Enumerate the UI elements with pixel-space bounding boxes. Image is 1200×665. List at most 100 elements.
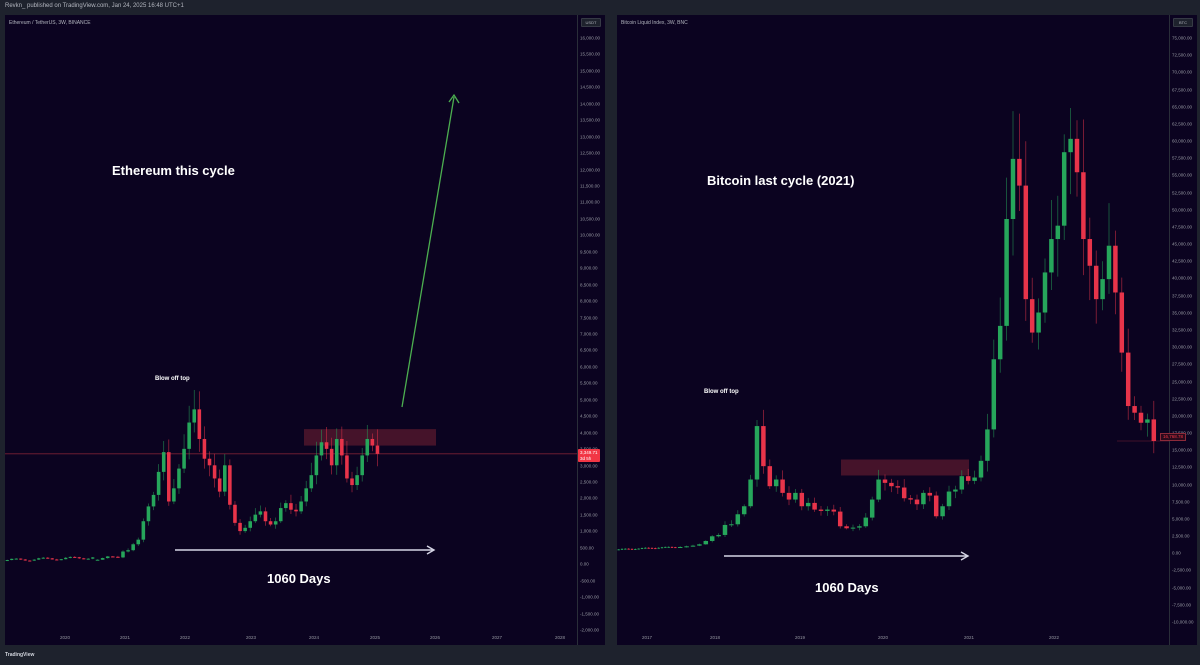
btc-price-tick: 52,500.00: [1172, 190, 1193, 196]
btc-last-price-tag: 16,768.78: [1160, 433, 1187, 441]
eth-price-tick: 7,000.00: [580, 331, 598, 337]
btc-1060-days-annotation: 1060 Days: [815, 580, 879, 595]
eth-currency-button[interactable]: USDT: [581, 18, 601, 27]
btc-price-tick: 75,000.00: [1172, 35, 1193, 41]
btc-price-tick: 30,000.00: [1172, 344, 1193, 350]
btc-price-tick: 60,000.00: [1172, 138, 1193, 144]
top-bar: Revkn_ published on TradingView.com, Jan…: [0, 0, 1200, 15]
eth-time-tick: 2020: [59, 635, 71, 640]
eth-price-tick: 4,000.00: [580, 430, 598, 436]
eth-chart-pane[interactable]: Ethereum / TetherUS, 3W, BINANCE Ethereu…: [5, 15, 605, 645]
btc-price-tick: 67,500.00: [1172, 87, 1193, 93]
btc-price-tick: 32,500.00: [1172, 327, 1193, 333]
btc-price-tick: -7,500.00: [1172, 602, 1192, 608]
btc-time-tick: 2019: [794, 635, 806, 640]
btc-price-tick: 27,500.00: [1172, 361, 1193, 367]
eth-price-axis[interactable]: USDT 16,000.00 15,500.00 15,000.00 14,500.0…: [577, 15, 603, 645]
eth-price-tick: 5,500.00: [580, 380, 598, 386]
eth-price-tick: 3,000.00: [580, 463, 598, 469]
eth-time-tick: 2021: [119, 635, 131, 640]
footer-bar: TradingView: [0, 645, 1200, 665]
eth-price-tick: 13,500.00: [580, 117, 601, 123]
eth-countdown: 3d 5h: [580, 455, 592, 461]
btc-price-axis[interactable]: BTC 75,000.00 72,500.00 70,000.00 67,500.00…: [1160, 15, 1195, 645]
btc-candlestick-plot[interactable]: [617, 15, 1169, 629]
btc-price-tick: -10,000.00: [1172, 619, 1194, 625]
btc-time-axis[interactable]: 2017 2018 2019 2020 2021 2022: [617, 629, 1169, 645]
eth-price-tick: 11,500.00: [580, 183, 600, 189]
btc-price-tick: 20,000.00: [1172, 413, 1193, 419]
tradingview-logo[interactable]: TradingView: [5, 652, 35, 658]
btc-symbol-label[interactable]: Bitcoin Liquid Index, 3W, BNC: [621, 20, 688, 26]
eth-price-tick: -500.00: [580, 578, 596, 584]
eth-time-axis[interactable]: 2020 2021 2022 2023 2024 2025 2026 2027 2028: [5, 629, 577, 645]
eth-price-tick: 13,000.00: [580, 134, 601, 140]
eth-price-tick: 1,500.00: [580, 512, 598, 518]
btc-price-tick: -2,500.00: [1172, 567, 1192, 573]
btc-price-tick: 7,500.00: [1172, 499, 1190, 505]
eth-time-tick: 2026: [429, 635, 441, 640]
eth-time-tick: 2023: [245, 635, 257, 640]
eth-time-tick: 2025: [369, 635, 381, 640]
eth-price-tick: 10,000.00: [580, 232, 601, 238]
eth-price-tick: 16,000.00: [580, 35, 601, 41]
btc-time-tick: 2021: [963, 635, 975, 640]
eth-last-price-tag: 3,349.71 3d 5h: [578, 449, 600, 462]
eth-time-tick: 2024: [308, 635, 320, 640]
eth-price-tick: 10,500.00: [580, 216, 601, 222]
eth-price-tick: 4,500.00: [580, 413, 598, 419]
eth-cycle-annotation: Ethereum this cycle: [112, 163, 235, 178]
btc-price-tick: 72,500.00: [1172, 52, 1193, 58]
btc-price-tick: 42,500.00: [1172, 258, 1193, 264]
eth-price-tick: 6,500.00: [580, 347, 598, 353]
btc-price-tick: 5,000.00: [1172, 516, 1190, 522]
eth-time-tick: 2028: [554, 635, 566, 640]
eth-price-tick: 11,000.00: [580, 199, 600, 205]
btc-price-tick: 35,000.00: [1172, 310, 1193, 316]
eth-symbol-label[interactable]: Ethereum / TetherUS, 3W, BINANCE: [9, 20, 91, 26]
eth-time-tick: 2027: [491, 635, 503, 640]
eth-price-tick: -2,000.00: [580, 627, 600, 633]
eth-price-tick: 12,000.00: [580, 167, 601, 173]
btc-price-tick: -5,000.00: [1172, 585, 1192, 591]
eth-price-tick: 8,000.00: [580, 298, 598, 304]
eth-price-tick: 9,000.00: [580, 265, 598, 271]
btc-cycle-annotation: Bitcoin last cycle (2021): [707, 173, 855, 188]
eth-price-tick: 15,000.00: [580, 68, 601, 74]
eth-price-tick: 2,500.00: [580, 479, 598, 485]
btc-price-tick: 57,500.00: [1172, 155, 1193, 161]
eth-1060-days-annotation: 1060 Days: [267, 571, 331, 586]
btc-price-tick: 70,000.00: [1172, 69, 1193, 75]
btc-price-tick: 37,500.00: [1172, 293, 1193, 299]
eth-price-tick: 6,000.00: [580, 364, 598, 370]
eth-price-tick: 12,500.00: [580, 150, 601, 156]
eth-candlestick-plot[interactable]: [5, 15, 577, 629]
btc-price-tick: 50,000.00: [1172, 207, 1193, 213]
btc-price-tick: 12,500.00: [1172, 464, 1193, 470]
btc-currency-button[interactable]: BTC: [1173, 18, 1193, 27]
btc-price-tick: 62,500.00: [1172, 121, 1193, 127]
eth-price-tick: -1,000.00: [580, 594, 600, 600]
published-by-text: Revkn_ published on TradingView.com, Jan…: [5, 3, 184, 9]
eth-time-tick: 2022: [179, 635, 191, 640]
eth-price-tick: 2,000.00: [580, 495, 598, 501]
eth-price-tick: 8,500.00: [580, 282, 598, 288]
btc-chart-pane[interactable]: Bitcoin Liquid Index, 3W, BNC Bitcoin la…: [617, 15, 1197, 645]
btc-price-tick: 10,000.00: [1172, 482, 1193, 488]
btc-price-tick: 22,500.00: [1172, 396, 1193, 402]
eth-price-tick: 14,500.00: [580, 84, 601, 90]
eth-price-tick: 14,000.00: [580, 101, 601, 107]
pane-separator[interactable]: [605, 15, 617, 645]
btc-price-tick: 40,000.00: [1172, 275, 1193, 281]
btc-time-tick: 2018: [709, 635, 721, 640]
btc-price-tick: 47,500.00: [1172, 224, 1193, 230]
eth-blow-off-top-annotation: Blow off top: [155, 376, 190, 382]
eth-price-tick: 7,500.00: [580, 315, 598, 321]
eth-price-tick: 9,500.00: [580, 249, 598, 255]
btc-blow-off-top-annotation: Blow off top: [704, 389, 739, 395]
btc-time-tick: 2022: [1048, 635, 1060, 640]
btc-price-tick: 0.00: [1172, 550, 1181, 556]
eth-price-tick: 5,000.00: [580, 397, 598, 403]
btc-time-tick: 2017: [641, 635, 653, 640]
eth-price-tick: -1,500.00: [580, 611, 600, 617]
